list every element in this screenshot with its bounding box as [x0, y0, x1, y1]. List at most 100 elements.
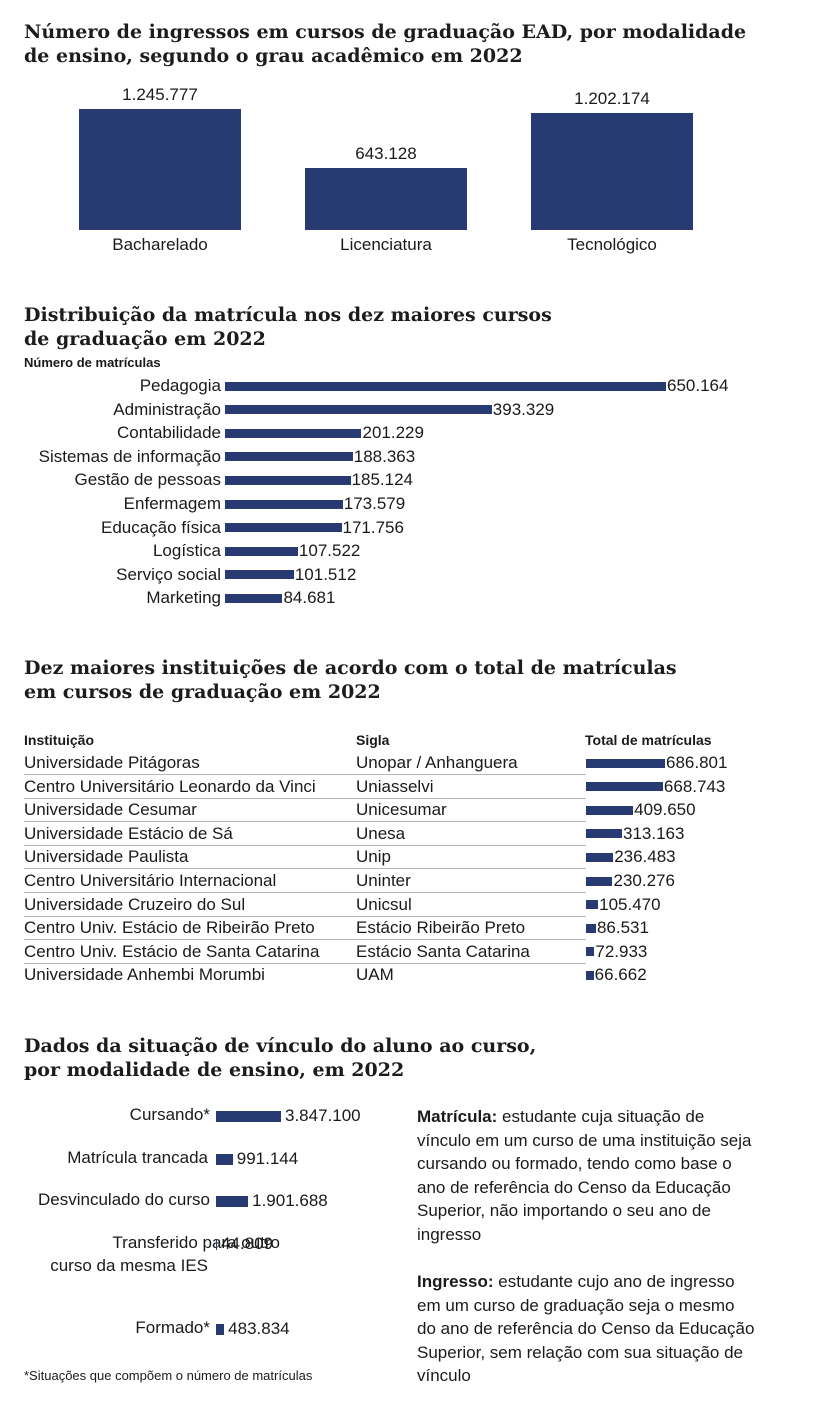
institution-cell: Universidade Paulista — [24, 847, 189, 867]
data-label: 650.164 — [667, 376, 729, 395]
data-label: 84.681 — [283, 588, 336, 608]
table-title: Dez maiores instituições de acordo com o… — [24, 657, 677, 703]
total-bar — [586, 852, 614, 862]
status-bar — [216, 1153, 233, 1165]
status-label-transferido-2: curso da mesma IES — [50, 1256, 208, 1275]
status-label-formado: Formado* — [135, 1318, 210, 1337]
status-bar — [216, 1238, 217, 1250]
acronym-cell: Estácio Ribeirão Preto — [356, 918, 526, 938]
institution-cell: Centro Univ. Estácio de Ribeirão Preto — [24, 918, 315, 938]
column-bar — [531, 113, 693, 230]
table-row: Centro Univ. Estácio de Ribeirão Preto Es… — [24, 916, 586, 941]
table-header-total: Total de matrículas — [585, 732, 712, 748]
table-row: Centro Universitário Leonardo da Vinci Un… — [24, 775, 586, 799]
total-label: 313.163 — [623, 823, 685, 843]
category-label: Logística — [152, 541, 221, 561]
total-label: 86.531 — [596, 918, 649, 938]
acronym-cell: Unip — [356, 847, 391, 867]
acronym-cell: UAM — [356, 965, 394, 985]
table-row: Universidade Anhembi Morumbi UAM — [24, 963, 586, 986]
data-label: 1.245.777 — [122, 85, 198, 104]
chart1-title: Número de ingressos em cursos de graduaç… — [24, 21, 747, 67]
data-label: 991.144 — [236, 1149, 299, 1168]
definition-term: Matrícula: — [417, 1107, 498, 1126]
category-label: Gestão de pessoas — [74, 470, 221, 490]
acronym-cell: Unopar / Anhanguera — [356, 753, 518, 772]
institution-cell: Centro Univ. Estácio de Santa Catarina — [24, 941, 320, 961]
institution-cell: Centro Universitário Internacional — [24, 871, 277, 890]
category-label: Sistemas de informação — [38, 446, 221, 466]
status-bar — [216, 1110, 281, 1122]
data-label: 1.901.688 — [252, 1191, 328, 1210]
total-label: 230.276 — [613, 871, 675, 890]
status-label-desvinculado: Desvinculado do curso — [38, 1190, 210, 1209]
course-bar — [225, 405, 492, 415]
acronym-cell: Uninter — [356, 871, 411, 890]
category-label: Bacharelado — [112, 235, 208, 254]
total-label: 236.483 — [614, 847, 676, 867]
course-bar — [225, 381, 666, 391]
chart4-footnote: *Situações que compõem o número de matrí… — [24, 1368, 313, 1383]
status-bar — [216, 1195, 249, 1207]
total-label: 72.933 — [595, 941, 648, 961]
category-label: Enfermagem — [123, 494, 221, 513]
category-label: Contabilidade — [117, 423, 221, 443]
course-bar — [225, 475, 351, 485]
total-bar — [586, 782, 663, 792]
category-label: Educação física — [100, 517, 221, 537]
institution-cell: Universidade Anhembi Morumbi — [24, 965, 265, 985]
table-row: Universidade Pitágoras Unopar / Anhanguer… — [24, 751, 586, 775]
category-label: Administração — [113, 399, 221, 419]
table-row: Centro Universitário Internacional Uninte… — [24, 869, 586, 893]
table-row: Universidade Estácio de Sá Unesa — [24, 822, 586, 846]
status-bar — [216, 1323, 225, 1335]
total-label: 686.801 — [666, 753, 728, 772]
course-bar — [225, 593, 283, 603]
course-bar — [225, 546, 298, 556]
category-label: Tecnológico — [567, 235, 657, 254]
data-label: 173.579 — [343, 494, 406, 513]
category-label: Licenciatura — [340, 235, 432, 254]
data-label: 1.202.174 — [574, 89, 650, 109]
data-label: 201.229 — [362, 423, 424, 443]
course-bar — [225, 428, 362, 438]
total-label: 668.743 — [663, 776, 726, 796]
data-label: 3.847.100 — [285, 1106, 361, 1125]
total-label: 66.662 — [594, 965, 647, 985]
total-bar — [586, 829, 623, 839]
total-bar — [586, 900, 599, 910]
column-bar — [305, 167, 467, 230]
acronym-cell: Uniasselvi — [356, 776, 434, 796]
table-row: Universidade Paulista Unip — [24, 845, 586, 870]
acronym-cell: Unicesumar — [356, 800, 447, 820]
data-label: 185.124 — [351, 470, 414, 490]
table-header-institution: Instituição — [24, 732, 95, 748]
data-label: 171.756 — [342, 517, 404, 537]
total-label: 105.470 — [599, 894, 661, 914]
institution-cell: Universidade Pitágoras — [24, 753, 200, 772]
course-bar — [225, 570, 294, 580]
total-label: 409.650 — [634, 800, 696, 820]
data-label: 188.363 — [353, 446, 416, 466]
definition-ingresso: Ingresso: estudante cujo ano de ingresso… — [417, 1270, 757, 1388]
data-label: 44.809 — [221, 1234, 273, 1253]
data-label: 483.834 — [228, 1319, 290, 1338]
total-bar — [586, 805, 634, 815]
table-row: Universidade Cesumar Unicesumar — [24, 798, 586, 823]
table-row: Universidade Cruzeiro do Sul Unicsul — [24, 893, 586, 917]
institution-cell: Universidade Cesumar — [24, 800, 197, 820]
chart2-title: Distribuição da matrícula nos dez maiore… — [24, 304, 552, 350]
chart4-title: Dados da situação de vínculo do aluno ao… — [24, 1035, 537, 1081]
category-label: Serviço social — [116, 564, 221, 584]
course-bar — [225, 523, 342, 533]
table-row: Centro Univ. Estácio de Santa Catarina Es… — [24, 940, 586, 964]
data-label: 643.128 — [355, 143, 417, 163]
status-label-trancada: Matrícula trancada — [67, 1148, 208, 1167]
institution-cell: Universidade Cruzeiro do Sul — [24, 894, 246, 914]
acronym-cell: Estácio Santa Catarina — [356, 941, 530, 961]
total-bar — [586, 923, 596, 933]
institution-cell: Centro Universitário Leonardo da Vinci — [24, 776, 316, 796]
status-label-cursando: Cursando* — [129, 1105, 210, 1124]
definition-term: Ingresso: — [417, 1272, 494, 1291]
acronym-cell: Unicsul — [356, 894, 412, 914]
